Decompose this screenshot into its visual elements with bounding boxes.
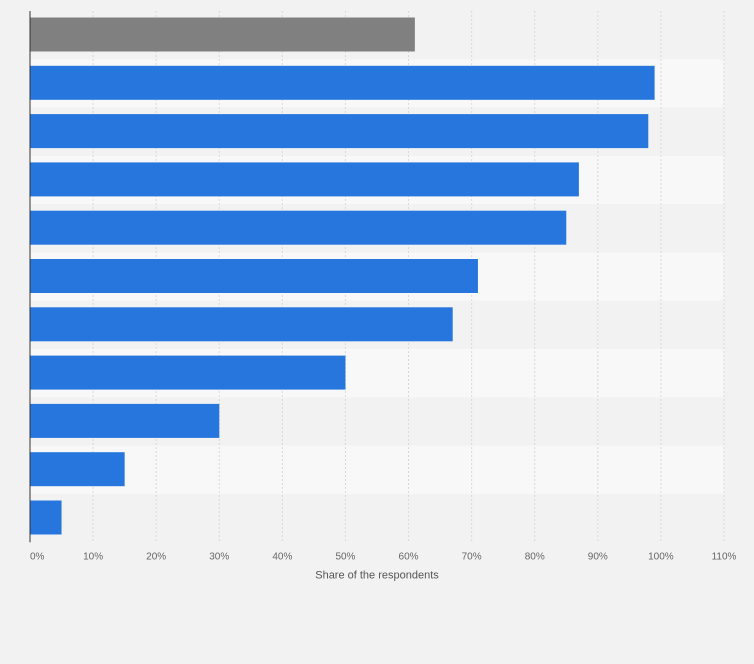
bar[interactable] xyxy=(30,162,579,197)
bars xyxy=(30,17,655,535)
bar[interactable] xyxy=(30,65,655,100)
x-tick-label: 30% xyxy=(209,551,229,562)
x-tick-labels: 0% 10% 20% 30% 40% 50% 60% 70% 80% 90% 100% 110% xyxy=(30,551,737,562)
x-tick-label: 90% xyxy=(588,551,608,562)
x-tick-label: 60% xyxy=(399,551,419,562)
x-tick-label: 10% xyxy=(83,551,103,562)
row-band xyxy=(30,494,724,543)
bar[interactable] xyxy=(30,259,478,293)
x-axis-title: Share of the respondents xyxy=(315,569,439,581)
bar[interactable] xyxy=(30,114,649,149)
row-band xyxy=(30,445,724,494)
bar[interactable] xyxy=(30,500,62,535)
x-tick-label: 20% xyxy=(146,551,166,562)
bar[interactable] xyxy=(30,17,415,52)
x-tick-label: 80% xyxy=(525,551,545,562)
x-tick-label: 70% xyxy=(462,551,482,562)
x-tick-label: 40% xyxy=(272,551,292,562)
bar[interactable] xyxy=(30,355,346,390)
x-tick-label: 50% xyxy=(335,551,355,562)
bar[interactable] xyxy=(30,307,453,342)
x-tick-label: 100% xyxy=(648,551,674,562)
bar[interactable] xyxy=(30,452,125,487)
bar[interactable] xyxy=(30,403,220,438)
bar[interactable] xyxy=(30,210,567,245)
x-tick-label: 110% xyxy=(712,551,737,562)
x-tick-label: 0% xyxy=(30,551,45,562)
